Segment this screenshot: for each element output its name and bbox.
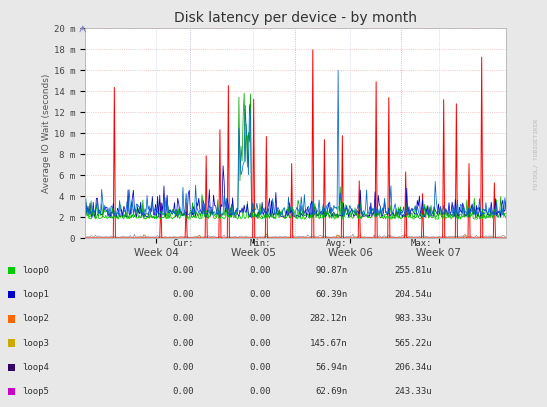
- Y-axis label: Average IO Wait (seconds): Average IO Wait (seconds): [42, 74, 51, 193]
- Text: 0.00: 0.00: [173, 387, 194, 396]
- Text: loop5: loop5: [22, 387, 49, 396]
- Text: 62.69n: 62.69n: [315, 387, 347, 396]
- Text: Min:: Min:: [249, 239, 271, 248]
- Text: 0.00: 0.00: [173, 339, 194, 348]
- Text: 255.81u: 255.81u: [394, 266, 432, 275]
- Text: 0.00: 0.00: [249, 363, 271, 372]
- Text: 56.94n: 56.94n: [315, 363, 347, 372]
- Text: 282.12n: 282.12n: [310, 314, 347, 324]
- Text: loop4: loop4: [22, 363, 49, 372]
- Text: 983.33u: 983.33u: [394, 314, 432, 324]
- Text: 145.67n: 145.67n: [310, 339, 347, 348]
- Text: 206.34u: 206.34u: [394, 363, 432, 372]
- Text: 0.00: 0.00: [173, 363, 194, 372]
- Text: 204.54u: 204.54u: [394, 290, 432, 299]
- Text: 0.00: 0.00: [249, 290, 271, 299]
- Text: 90.87n: 90.87n: [315, 266, 347, 275]
- Text: loop0: loop0: [22, 266, 49, 275]
- Text: 0.00: 0.00: [173, 314, 194, 324]
- Text: 243.33u: 243.33u: [394, 387, 432, 396]
- Text: 60.39n: 60.39n: [315, 290, 347, 299]
- Text: Max:: Max:: [411, 239, 432, 248]
- Text: 0.00: 0.00: [249, 266, 271, 275]
- Text: loop3: loop3: [22, 339, 49, 348]
- Text: 0.00: 0.00: [173, 266, 194, 275]
- Text: Cur:: Cur:: [173, 239, 194, 248]
- Text: 0.00: 0.00: [173, 290, 194, 299]
- Text: loop2: loop2: [22, 314, 49, 324]
- Text: Avg:: Avg:: [326, 239, 347, 248]
- Text: FDTOOL/ TOBIOETIKER: FDTOOL/ TOBIOETIKER: [534, 119, 539, 190]
- Text: 0.00: 0.00: [249, 387, 271, 396]
- Text: 565.22u: 565.22u: [394, 339, 432, 348]
- Text: 0.00: 0.00: [249, 314, 271, 324]
- Title: Disk latency per device - by month: Disk latency per device - by month: [174, 11, 417, 24]
- Text: 0.00: 0.00: [249, 339, 271, 348]
- Text: loop1: loop1: [22, 290, 49, 299]
